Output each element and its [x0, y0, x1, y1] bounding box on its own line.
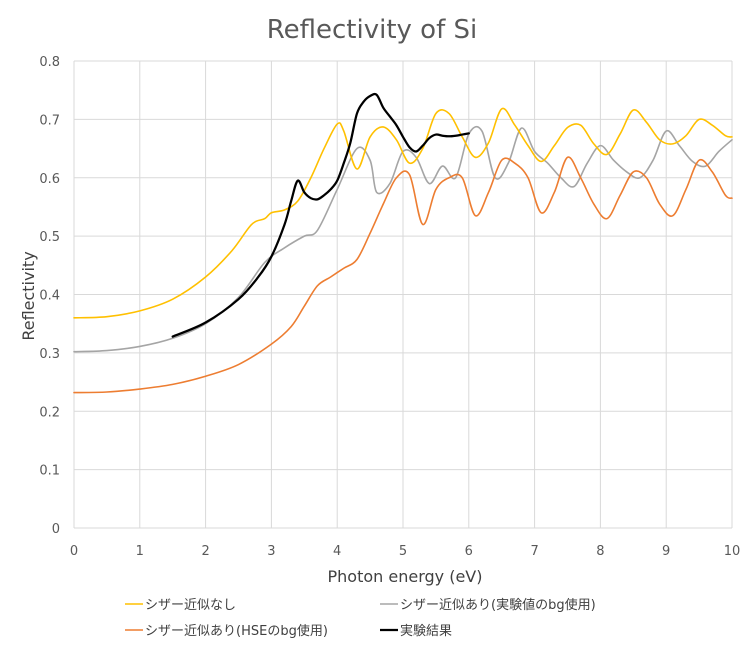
- legend-item-experiment: 実験結果: [380, 623, 452, 639]
- x-tick-label: 4: [333, 544, 341, 559]
- x-axis-ticks: 0 1 2 3 4 5 6 7 8 9 10: [70, 544, 740, 559]
- grid: [73, 60, 733, 529]
- y-tick-label: 0.5: [39, 230, 60, 245]
- y-tick-label: 0.4: [39, 289, 60, 304]
- legend: シザー近似なし シザー近似あり(実験値のbg使用) シザー近似あり(HSEのbg使用…: [125, 597, 596, 639]
- series-scissor-hse-bg-line: [73, 156, 733, 394]
- y-tick-label: 0: [52, 522, 60, 537]
- plot-area: [73, 92, 733, 394]
- x-tick-label: 3: [267, 544, 275, 559]
- x-tick-label: 10: [724, 544, 741, 559]
- x-tick-label: 6: [465, 544, 473, 559]
- x-tick-label: 1: [136, 544, 144, 559]
- y-tick-label: 0.6: [39, 172, 60, 187]
- y-tick-label: 0.2: [39, 405, 60, 420]
- y-axis-ticks: 0 0.1 0.2 0.3 0.4 0.5 0.6 0.7 0.8: [39, 55, 60, 537]
- x-tick-label: 8: [596, 544, 604, 559]
- legend-label: 実験結果: [400, 623, 452, 639]
- y-axis-label: Reflectivity: [19, 251, 38, 340]
- y-tick-label: 0.8: [39, 55, 60, 70]
- legend-label: シザー近似なし: [145, 598, 236, 613]
- x-tick-label: 2: [201, 544, 209, 559]
- y-tick-label: 0.3: [39, 347, 60, 362]
- legend-item-no-scissor: シザー近似なし: [125, 598, 236, 613]
- x-tick-label: 5: [399, 544, 407, 559]
- series-no-scissor-line: [73, 107, 733, 319]
- x-tick-label: 0: [70, 544, 78, 559]
- legend-label: シザー近似あり(実験値のbg使用): [400, 597, 596, 613]
- chart-title: Reflectivity of Si: [267, 15, 478, 45]
- x-axis-label: Photon energy (eV): [328, 567, 483, 586]
- x-tick-label: 7: [530, 544, 538, 559]
- legend-label: シザー近似あり(HSEのbg使用): [145, 623, 328, 639]
- x-tick-label: 9: [662, 544, 670, 559]
- y-tick-label: 0.7: [39, 113, 60, 128]
- y-tick-label: 0.1: [39, 464, 60, 479]
- legend-item-scissor-hse-bg: シザー近似あり(HSEのbg使用): [125, 623, 328, 639]
- legend-item-scissor-exp-bg: シザー近似あり(実験値のbg使用): [380, 597, 596, 613]
- series-experiment-line: [171, 92, 470, 338]
